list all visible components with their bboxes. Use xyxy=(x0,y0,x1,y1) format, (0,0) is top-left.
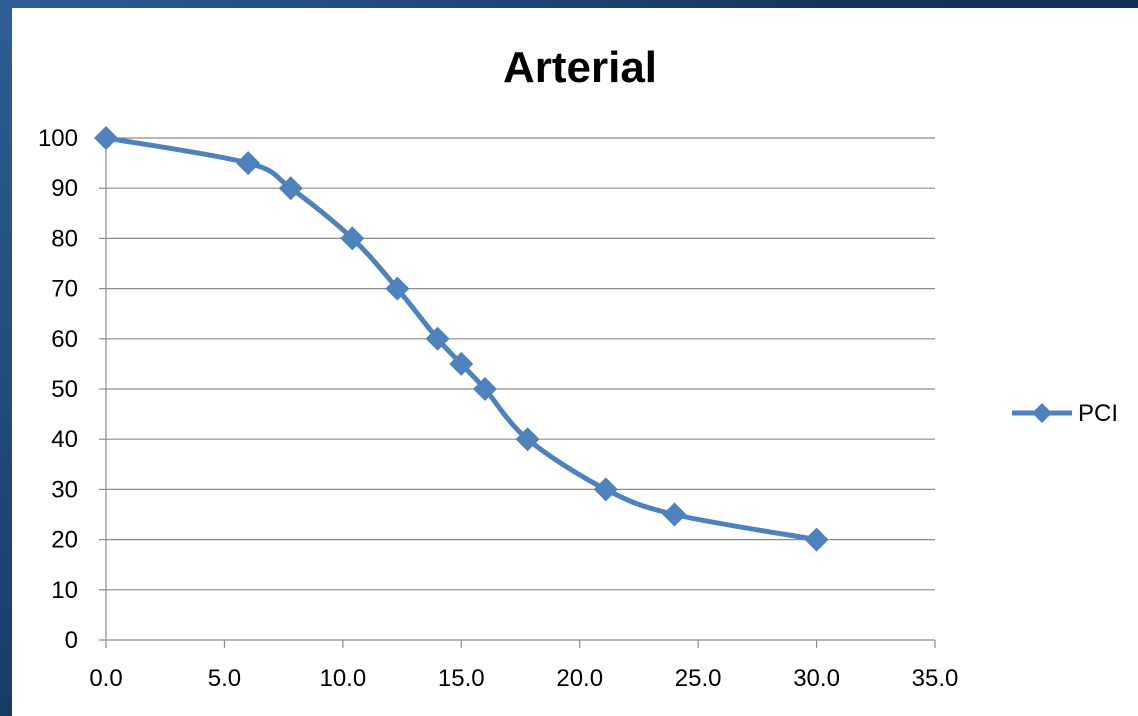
x-tick-label-6: 30.0 xyxy=(793,665,840,692)
data-point-0-1 xyxy=(236,151,261,176)
y-tick-label-5: 50 xyxy=(51,376,78,403)
data-point-0-10 xyxy=(662,502,687,527)
series-group xyxy=(94,126,829,552)
axes xyxy=(99,137,936,648)
data-point-0-3 xyxy=(340,226,365,251)
y-tick-label-8: 80 xyxy=(51,225,78,252)
chart-title: Arterial xyxy=(503,43,657,92)
y-tick-label-1: 10 xyxy=(51,577,78,604)
x-tick-label-5: 25.0 xyxy=(675,665,722,692)
tick-labels: 0 10 20 30 40 50 60 70 80 90 100 0.0 5.0 10.0 15.0 20.0… xyxy=(38,125,958,692)
data-point-0-7 xyxy=(472,377,497,401)
data-point-0-2 xyxy=(278,176,303,201)
grid-lines xyxy=(106,137,935,591)
y-tick-label-4: 40 xyxy=(51,426,78,453)
y-tick-label-2: 20 xyxy=(51,527,78,554)
data-point-0-0 xyxy=(94,126,118,150)
y-tick-label-7: 70 xyxy=(51,276,78,303)
data-point-0-11 xyxy=(804,527,829,552)
y-tick-label-10: 100 xyxy=(38,125,78,152)
legend-marker-0 xyxy=(1032,403,1052,423)
x-tick-label-0: 0.0 xyxy=(89,665,122,692)
data-point-0-9 xyxy=(593,477,618,502)
y-tick-label-0: 0 xyxy=(65,627,78,654)
series-line-0 xyxy=(103,135,820,543)
x-tick-label-7: 35.0 xyxy=(912,665,959,692)
y-tick-label-6: 60 xyxy=(51,326,78,353)
x-tick-label-3: 15.0 xyxy=(438,665,485,692)
data-point-0-5 xyxy=(425,326,450,351)
data-point-0-6 xyxy=(449,351,474,376)
y-tick-label-3: 30 xyxy=(51,476,78,503)
x-tick-label-1: 5.0 xyxy=(208,665,241,692)
data-point-0-4 xyxy=(385,276,410,301)
x-tick-label-2: 10.0 xyxy=(319,665,366,692)
y-tick-label-9: 90 xyxy=(51,175,78,202)
legend-label-0: PCI xyxy=(1078,400,1118,427)
x-tick-label-4: 20.0 xyxy=(556,665,603,692)
legend: PCI xyxy=(1012,400,1118,427)
chart-panel xyxy=(12,8,1138,716)
data-point-0-8 xyxy=(515,427,540,452)
